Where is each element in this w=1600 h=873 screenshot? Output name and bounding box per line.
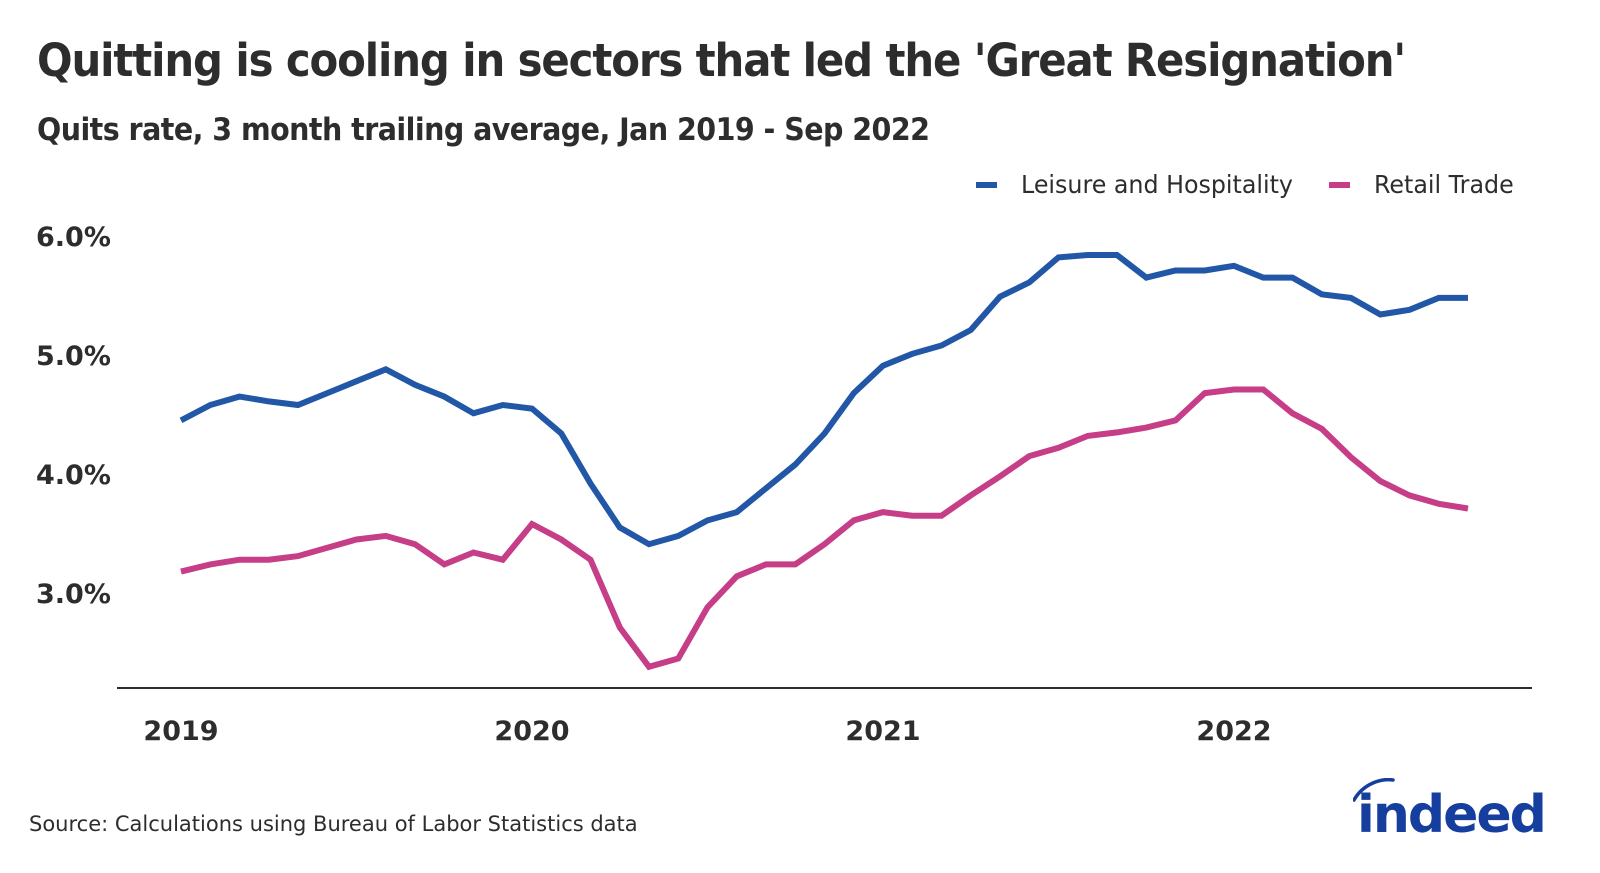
x-tick-label: 2020 [494, 716, 569, 747]
x-tick-label: 2019 [143, 716, 218, 747]
logo-arc-icon [1353, 778, 1395, 802]
logo-text: indeed [1357, 785, 1543, 838]
x-axis: 2019 2020 2021 2022 [143, 716, 1271, 747]
indeed-logo: indeed [1353, 778, 1543, 838]
legend-label-leisure: Leisure and Hospitality [1020, 170, 1293, 199]
source-note: Source: Calculations using Bureau of Lab… [29, 812, 638, 836]
chart-title: Quitting is cooling in sectors that led … [37, 34, 1406, 87]
x-tick-label: 2022 [1196, 716, 1271, 747]
chart-subtitle: Quits rate, 3 month trailing average, Ja… [37, 112, 930, 148]
y-axis: 3.0% 4.0% 5.0% 6.0% [36, 222, 111, 610]
y-tick-label: 3.0% [36, 579, 111, 610]
legend-swatch-leisure [975, 181, 997, 188]
legend: Leisure and Hospitality Retail Trade [954, 170, 1521, 199]
y-tick-label: 4.0% [36, 460, 111, 491]
legend-item-retail: Retail Trade [1328, 170, 1521, 199]
legend-item-leisure: Leisure and Hospitality [975, 170, 1307, 199]
series-line-retail-trade [180, 386, 1469, 671]
y-tick-label: 5.0% [36, 341, 111, 372]
y-tick-label: 6.0% [36, 222, 111, 253]
series-line-leisure-and-hospitality [179, 252, 1468, 548]
legend-label-retail: Retail Trade [1373, 170, 1514, 199]
series-group [179, 252, 1469, 671]
x-tick-label: 2021 [845, 716, 920, 747]
legend-swatch-retail [1328, 181, 1350, 188]
